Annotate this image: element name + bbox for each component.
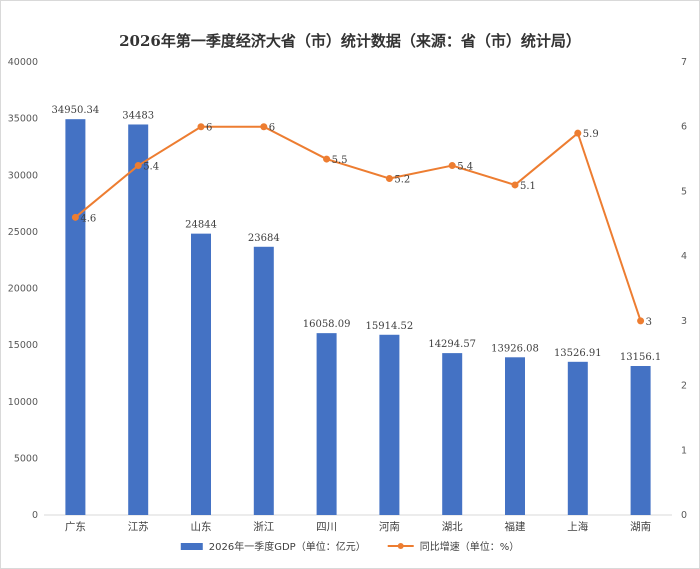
growth-line — [71, 123, 645, 325]
growth-point — [511, 181, 519, 189]
growth-value-label: 6 — [206, 123, 212, 134]
legend-label-growth: 同比增速（单位：%） — [420, 540, 520, 553]
y2-tick-label: 7 — [681, 57, 687, 68]
x-tick-label: 四川 — [316, 521, 337, 533]
gdp-value-label: 14294.57 — [428, 339, 476, 350]
legend-label-gdp: 2026年一季度GDP（单位：亿元） — [209, 540, 366, 553]
x-tick-label: 广东 — [65, 520, 86, 533]
growth-point — [134, 162, 142, 170]
y2-tick-label: 4 — [681, 251, 687, 262]
gdp-bar — [379, 334, 400, 515]
y-tick-label: 25000 — [8, 227, 38, 238]
x-tick-label: 湖北 — [442, 521, 463, 533]
y-tick-label: 0 — [32, 510, 38, 521]
x-tick-label: 河南 — [379, 520, 400, 533]
growth-point — [574, 129, 582, 137]
gdp-bar — [567, 361, 588, 515]
growth-value-label: 5.4 — [457, 162, 473, 173]
growth-value-label: 5.4 — [143, 162, 159, 173]
y2-tick-label: 5 — [681, 186, 687, 197]
growth-point — [260, 123, 268, 131]
chart-title: 2026年第一季度经济大省（市）统计数据（来源：省（市）统计局） — [119, 32, 581, 50]
growth-value-label: 4.6 — [80, 213, 96, 224]
data-labels: 34950.34 34483 24844 23684 16058.09 15914.52 1… — [52, 105, 662, 363]
y-tick-label: 35000 — [8, 114, 38, 125]
growth-value-label: 5.2 — [394, 174, 410, 185]
chart-axes: 0 5000 10000 15000 20000 25000 30000 35000 40000… — [8, 57, 687, 533]
gdp-value-label: 23684 — [248, 233, 280, 244]
growth-value-label: 5.1 — [520, 181, 536, 192]
gdp-value-label: 34483 — [122, 110, 154, 121]
x-tick-label: 上海 — [567, 520, 588, 533]
gdp-bar — [191, 233, 211, 515]
gdp-bar — [128, 124, 149, 515]
gdp-value-label: 24844 — [185, 220, 217, 231]
growth-value-label: 5.9 — [583, 129, 599, 140]
gdp-bars — [65, 119, 651, 516]
growth-line-path — [74, 125, 642, 322]
gdp-value-label: 16058.09 — [303, 319, 351, 330]
gdp-bar — [505, 357, 525, 515]
gdp-bar — [442, 353, 463, 515]
legend: 2026年一季度GDP（单位：亿元） 同比增速（单位：%） — [180, 540, 520, 553]
x-tick-label: 浙江 — [253, 521, 274, 533]
x-tick-label: 江苏 — [128, 520, 149, 533]
y2-tick-label: 0 — [681, 510, 687, 521]
growth-point — [71, 213, 79, 221]
y2-tick-label: 1 — [681, 445, 687, 456]
gdp-bar — [65, 119, 86, 515]
gdp-bar — [316, 333, 337, 515]
gdp-bar — [630, 366, 651, 515]
growth-point — [448, 162, 456, 170]
legend-swatch-growth-marker — [397, 543, 404, 549]
gdp-value-label: 34950.34 — [52, 105, 100, 116]
y-tick-label: 10000 — [8, 397, 38, 408]
y-tick-label: 5000 — [14, 453, 38, 464]
y-tick-label: 40000 — [8, 57, 38, 68]
gdp-value-label: 15914.52 — [366, 321, 414, 332]
y2-tick-label: 3 — [681, 316, 687, 327]
y-tick-label: 20000 — [8, 284, 38, 295]
growth-point — [323, 155, 331, 163]
growth-point — [197, 123, 205, 131]
y2-tick-label: 2 — [681, 381, 687, 392]
x-tick-label: 福建 — [505, 520, 526, 533]
growth-value-label: 3 — [646, 317, 652, 328]
gdp-value-label: 13156.1 — [620, 352, 661, 363]
growth-point — [385, 174, 393, 182]
gdp-value-label: 13526.91 — [554, 348, 602, 359]
growth-value-label: 5.5 — [332, 155, 348, 166]
y-tick-label: 30000 — [8, 170, 38, 181]
growth-point — [637, 317, 645, 325]
x-tick-label: 湖南 — [630, 520, 651, 533]
growth-value-label: 6 — [269, 123, 275, 134]
y2-tick-label: 6 — [681, 122, 687, 133]
y-tick-label: 15000 — [8, 340, 38, 351]
x-tick-label: 山东 — [191, 520, 212, 533]
gdp-value-label: 13926.08 — [491, 343, 539, 354]
legend-swatch-gdp — [180, 543, 203, 550]
gdp-bar — [253, 246, 274, 516]
